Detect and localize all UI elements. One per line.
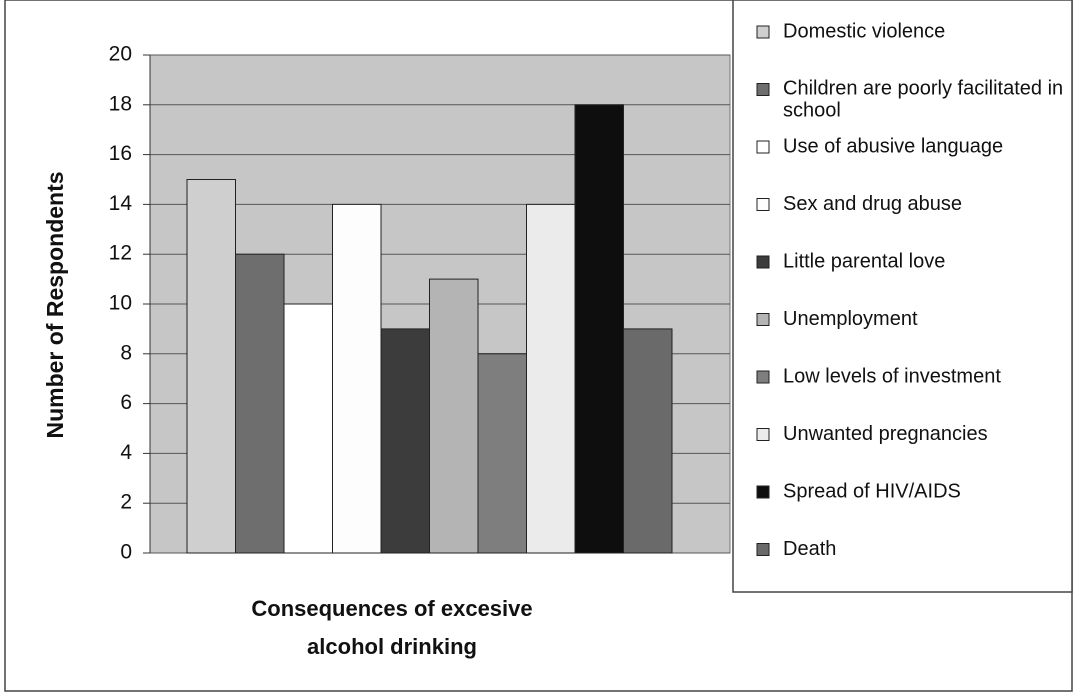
legend-label: Unemployment [783,308,918,330]
bar [477,353,527,554]
y-tick-label: 6 [120,391,132,414]
legend-label: Low levels of investment [783,365,1001,387]
legend-swatch [756,428,770,441]
x-axis-title: Consequences of excesive alcohol drinking [251,596,532,659]
legend-swatch [756,313,770,326]
y-tick-label: 0 [120,541,132,564]
y-axis-title: Number of Respondents [42,171,68,438]
bar [574,104,624,554]
legend-swatch [756,83,770,96]
y-tick-label: 12 [109,242,132,265]
legend-swatch [756,255,770,269]
legend-label: Little parental love [783,250,945,272]
y-tick-label: 10 [109,292,132,315]
bar [332,203,382,554]
legend-label: Domestic violence [783,20,945,42]
legend-label: Sex and drug abuse [783,193,962,215]
legend-swatch [756,370,770,384]
y-tick-label: 20 [109,43,132,66]
bar [429,278,479,554]
y-tick-label: 14 [109,192,133,215]
legend-label: Spread of HIV/AIDS [783,480,961,502]
legend-swatch [756,485,770,499]
bar [283,303,333,554]
bar [623,328,673,554]
y-tick-label: 18 [109,92,132,115]
y-tick-label: 4 [120,441,132,464]
bar [526,203,576,554]
y-tick-label: 8 [120,341,132,364]
legend-swatch [756,140,770,154]
legend-label: Use of abusive language [783,135,1003,157]
legend-swatch [756,25,770,39]
legend-label: Death [783,538,836,560]
legend-label: Children are poorly facilitated in school [783,78,1063,122]
y-tick-label: 2 [120,491,132,514]
legend-swatch [756,543,770,556]
bar [380,328,430,554]
bar [235,253,285,554]
legend-swatch [756,198,770,211]
y-tick-label: 16 [109,142,132,165]
legend-label: Unwanted pregnancies [783,423,988,445]
legend-box [732,0,1073,593]
bar [186,179,236,554]
